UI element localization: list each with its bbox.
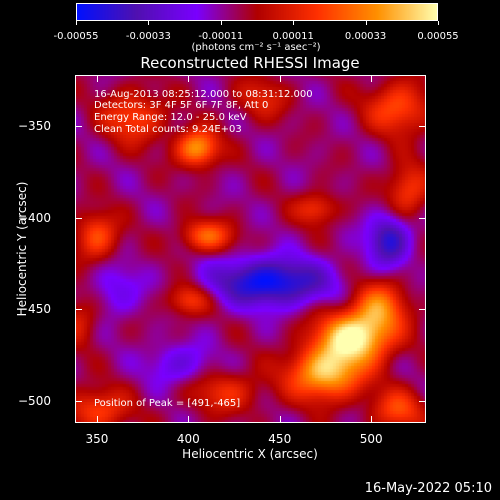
colorbar-tick-label: -0.00033	[125, 31, 171, 42]
y-tick-mark	[75, 126, 82, 128]
x-axis-label: Heliocentric X (arcsec)	[182, 447, 318, 461]
y-tick-mark	[75, 217, 82, 219]
info-detectors: Detectors: 3F 4F 5F 6F 7F 8F, Att 0	[94, 100, 269, 111]
y-tick-label: −500	[18, 394, 51, 409]
y-tick-label: −350	[18, 119, 51, 134]
colorbar-tick-mark	[148, 21, 150, 25]
y-tick-mark	[75, 309, 82, 311]
info-clean-counts: Clean Total counts: 9.24E+03	[94, 124, 242, 135]
colorbar-tick-mark	[76, 21, 77, 25]
x-tick-mark	[96, 416, 98, 423]
x-tick-mark	[279, 416, 281, 423]
y-tick-mark	[419, 401, 426, 403]
x-tick-mark	[96, 75, 98, 82]
x-tick-mark	[188, 416, 190, 423]
info-time-range: 16-Aug-2013 08:25:12.000 to 08:31:12.000	[94, 89, 313, 100]
colorbar-tick-label: 0.00055	[417, 31, 459, 42]
colorbar-tick-label: -0.00055	[53, 31, 99, 42]
x-tick-mark	[371, 75, 373, 82]
colorbar	[76, 3, 438, 21]
x-tick-mark	[371, 416, 373, 423]
colorbar-gradient	[76, 3, 438, 21]
x-tick-label: 400	[176, 432, 200, 446]
x-tick-label: 500	[359, 432, 383, 446]
colorbar-tick-label: -0.00011	[198, 31, 244, 42]
colorbar-tick-label: 0.00011	[272, 31, 314, 42]
y-axis-label: Heliocentric Y (arcsec)	[15, 181, 29, 317]
rhessi-image-map	[75, 75, 426, 423]
x-tick-label: 450	[268, 432, 292, 446]
colorbar-tick-mark	[293, 21, 295, 25]
colorbar-tick-mark	[438, 21, 439, 25]
y-tick-mark	[419, 309, 426, 311]
colorbar-tick-mark	[220, 21, 222, 25]
y-tick-mark	[75, 401, 82, 403]
y-tick-mark	[419, 217, 426, 219]
y-tick-label: −450	[18, 302, 51, 317]
plot-title: Reconstructed RHESSI Image	[140, 54, 360, 72]
x-tick-mark	[279, 75, 281, 82]
y-tick-label: −400	[18, 210, 51, 225]
heatmap-canvas	[75, 75, 426, 423]
x-tick-mark	[188, 75, 190, 82]
y-tick-mark	[419, 126, 426, 128]
colorbar-units: (photons cm⁻² s⁻¹ asec⁻²)	[191, 42, 321, 53]
colorbar-tick-label: 0.00033	[344, 31, 387, 42]
x-tick-label: 350	[85, 432, 109, 446]
peak-position-label: Position of Peak = [491,-465]	[94, 398, 241, 409]
info-energy-range: Energy Range: 12.0 - 25.0 keV	[94, 112, 247, 123]
colorbar-tick-mark	[365, 21, 367, 25]
footer-timestamp: 16-May-2022 05:10	[364, 481, 492, 496]
